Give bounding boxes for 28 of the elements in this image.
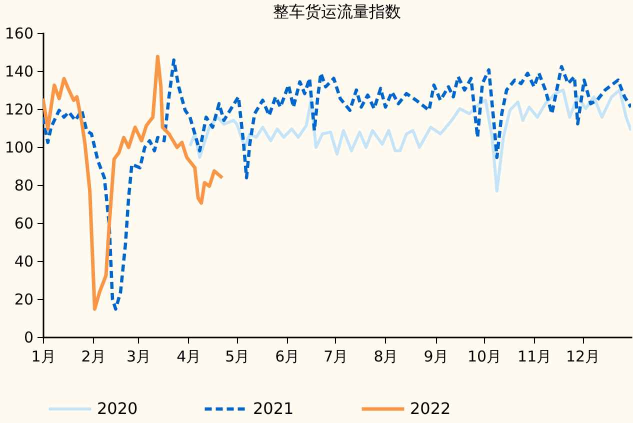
- line-series: [43, 58, 631, 311]
- y-tick-label: 0: [24, 328, 34, 346]
- y-tick-label: 160: [4, 24, 34, 42]
- y-tick-label: 60: [14, 214, 34, 232]
- x-tick-label: 12月: [566, 348, 600, 366]
- x-tick-label: 2月: [81, 348, 106, 366]
- x-tick-label: 10月: [467, 348, 502, 366]
- line-series: [43, 54, 224, 311]
- x-tick-label: 3月: [126, 348, 152, 366]
- legend-label: 2022: [410, 399, 451, 418]
- y-tick-label: 80: [14, 176, 34, 194]
- y-tick-label: 140: [4, 62, 34, 80]
- x-tick-label: 4月: [176, 348, 202, 366]
- y-tick-label: 120: [4, 100, 34, 118]
- legend-label: 2021: [253, 399, 294, 418]
- x-tick-label: 6月: [275, 348, 300, 366]
- y-tick-label: 40: [14, 252, 34, 270]
- x-tick-label: 11月: [518, 348, 552, 366]
- legend-label: 2020: [97, 399, 138, 418]
- x-tick-label: 9月: [424, 348, 448, 366]
- x-tick-label: 7月: [324, 348, 348, 366]
- line-series: [188, 88, 631, 193]
- x-tick-label: 1月: [31, 348, 56, 366]
- x-tick-label: 5月: [225, 348, 250, 366]
- y-tick-label: 20: [14, 290, 34, 308]
- y-tick-label: 100: [4, 138, 34, 156]
- x-tick-label: 8月: [374, 348, 398, 366]
- chart-title: 整车货运流量指数: [273, 2, 401, 21]
